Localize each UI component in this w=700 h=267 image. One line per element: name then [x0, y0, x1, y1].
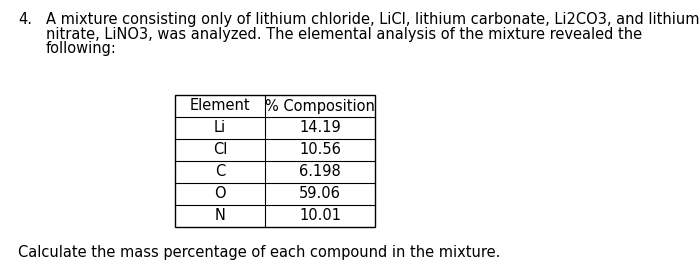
Text: % Composition: % Composition	[265, 99, 375, 113]
Text: 59.06: 59.06	[299, 187, 341, 202]
Bar	[175, 95, 375, 227]
Text: C: C	[215, 164, 225, 179]
Text: Li: Li	[214, 120, 226, 135]
Text: A mixture consisting only of lithium chloride, LiCl, lithium carbonate, Li2CO3, : A mixture consisting only of lithium chl…	[46, 12, 699, 27]
Text: 10.56: 10.56	[299, 143, 341, 158]
Text: O: O	[214, 187, 226, 202]
Text: Cl: Cl	[213, 143, 228, 158]
Text: N: N	[215, 209, 225, 223]
Text: 6.198: 6.198	[299, 164, 341, 179]
Text: nitrate, LiNO3, was analyzed. The elemental analysis of the mixture revealed the: nitrate, LiNO3, was analyzed. The elemen…	[46, 26, 642, 41]
Text: following:: following:	[46, 41, 117, 56]
Text: 10.01: 10.01	[299, 209, 341, 223]
Text: Calculate the mass percentage of each compound in the mixture.: Calculate the mass percentage of each co…	[18, 245, 500, 260]
Text: 4.: 4.	[18, 12, 32, 27]
Text: 14.19: 14.19	[299, 120, 341, 135]
Text: Element: Element	[190, 99, 251, 113]
